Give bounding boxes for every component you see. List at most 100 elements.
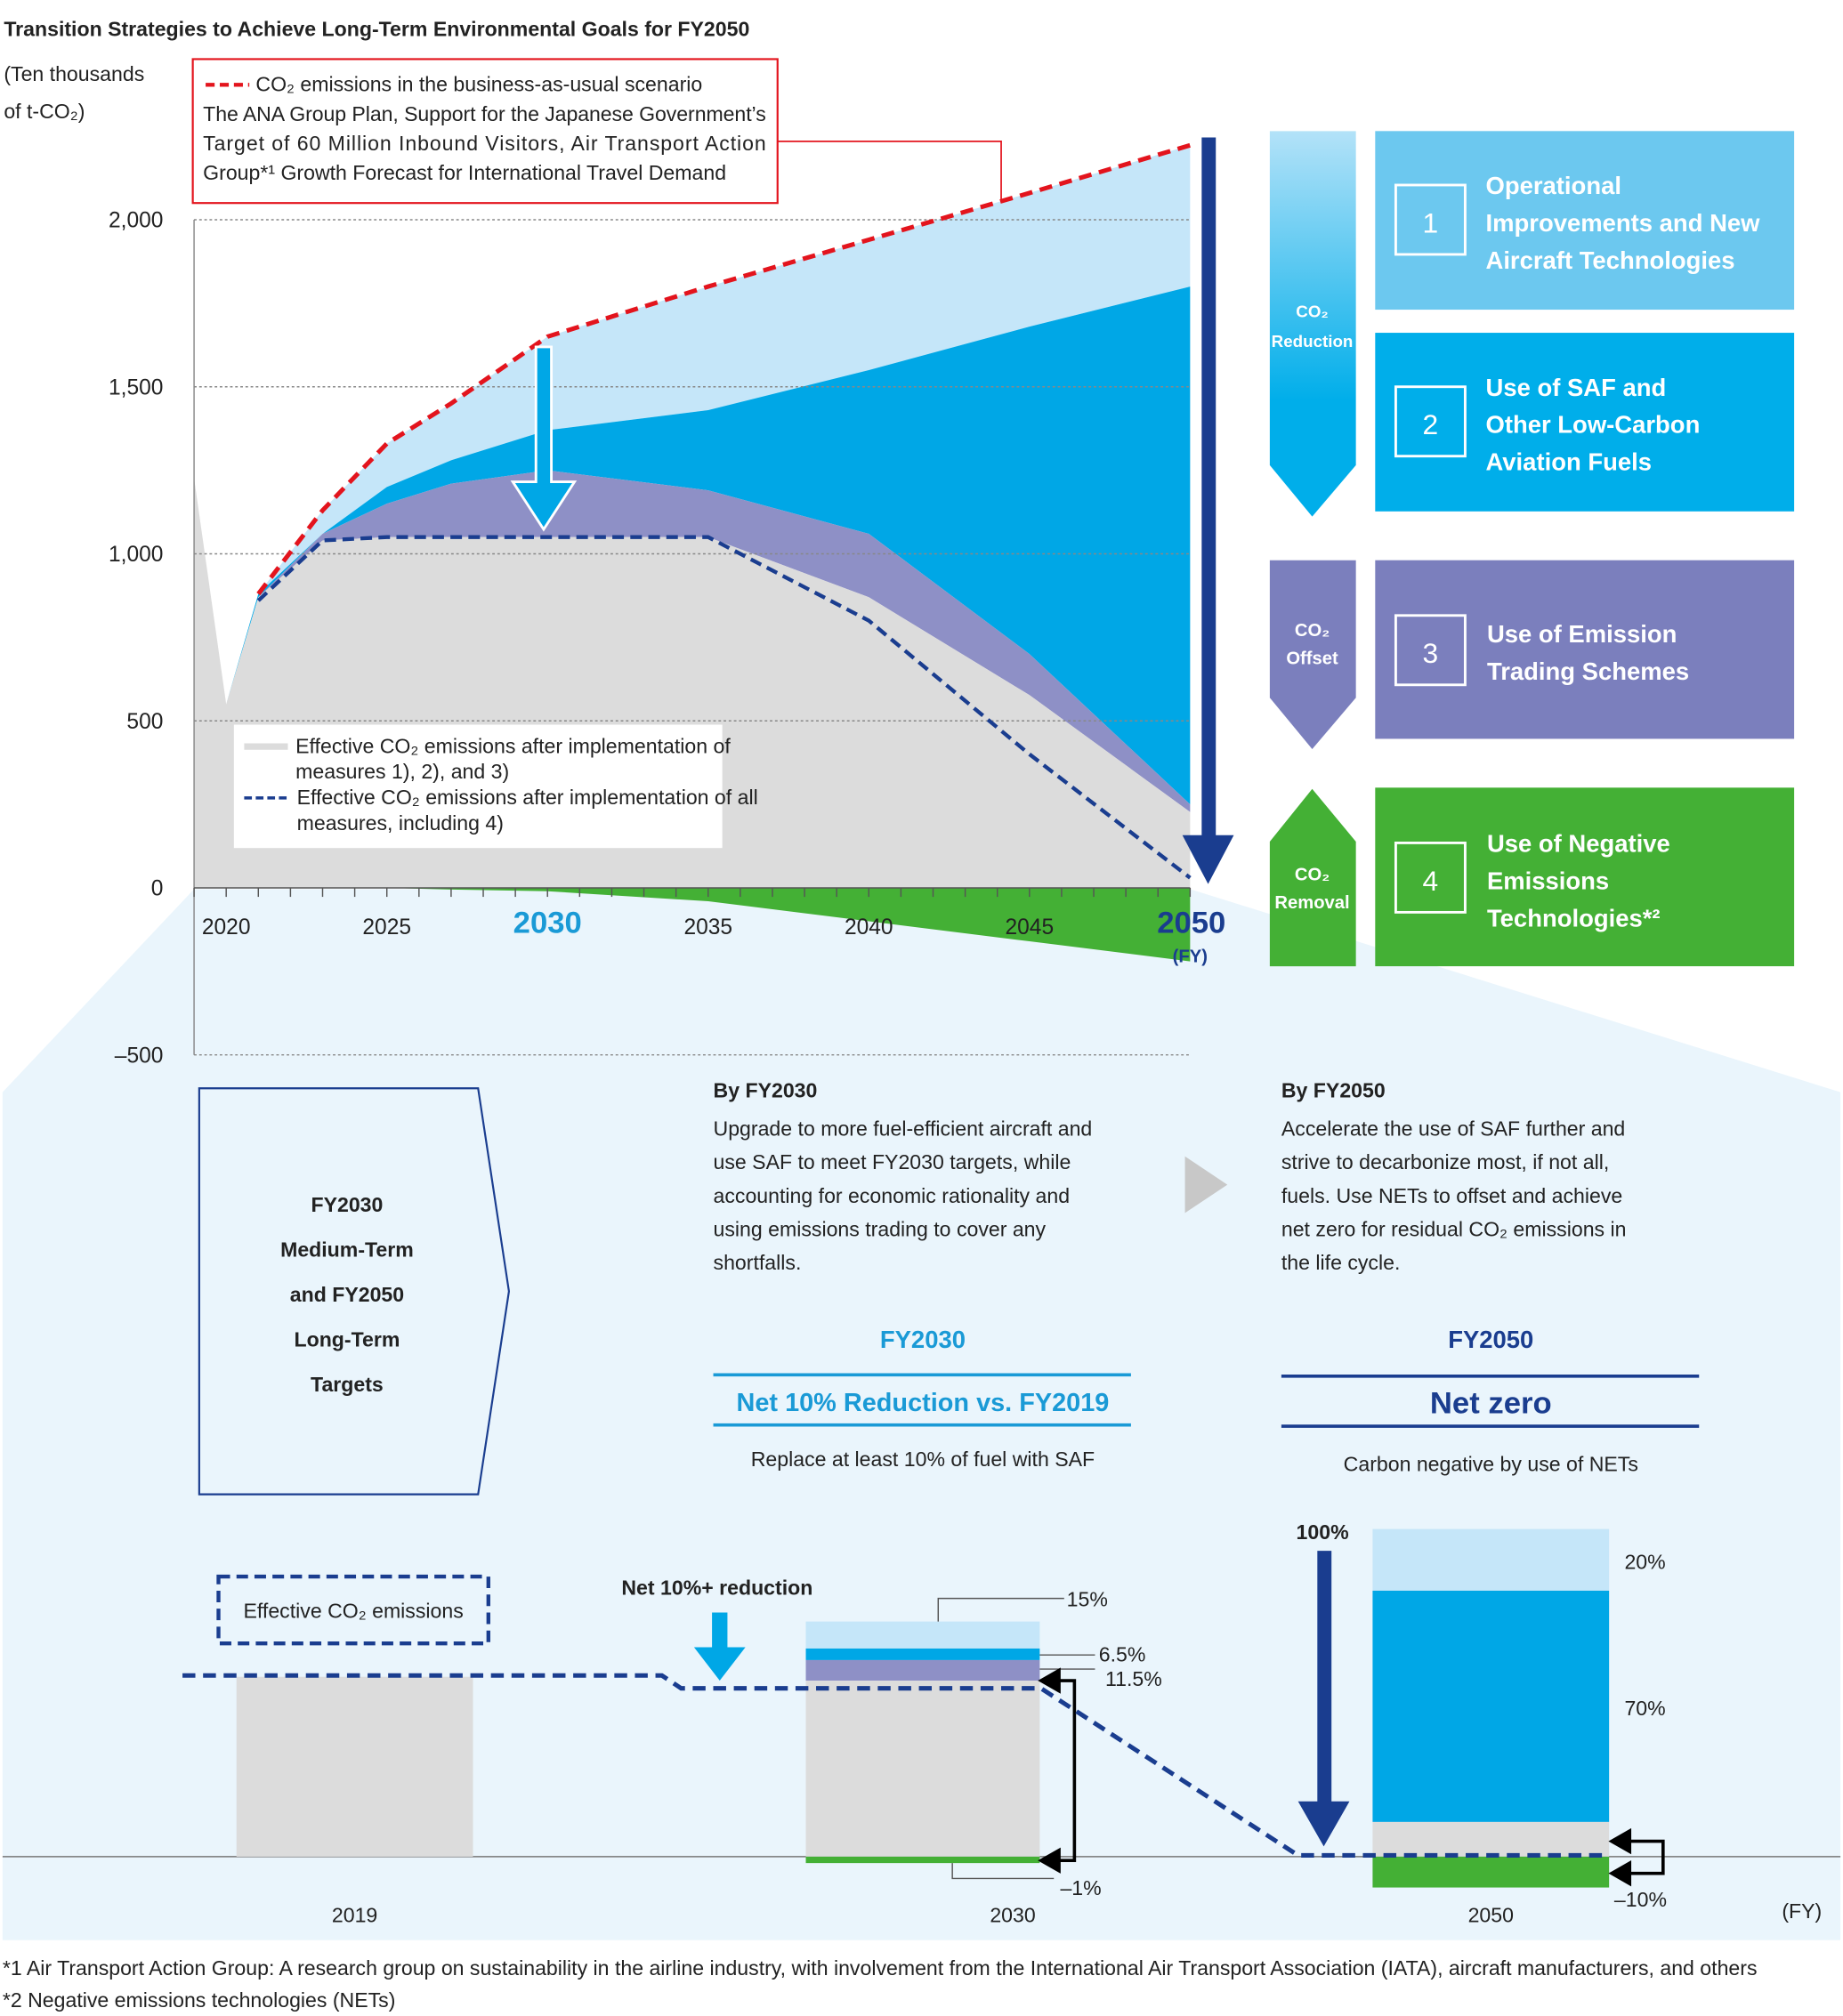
- bau-gap-area: [194, 145, 1191, 705]
- net-reduction-arrow-icon: [693, 1612, 746, 1681]
- leader: [937, 1597, 1064, 1622]
- chart-legend: [233, 724, 723, 849]
- legend-gray-label: Effective CO₂ emissions after implementa…: [295, 734, 731, 757]
- targets-box: [198, 1087, 511, 1496]
- effective-all-line: [256, 535, 1192, 880]
- effective-label: Effective CO₂ emissions: [244, 1599, 464, 1622]
- co2-removal-label: Removal: [1274, 893, 1349, 913]
- by2030-text: Upgrade to more fuel-efficient aircraft …: [714, 1117, 1093, 1141]
- fy2030-goal: Net 10% Reduction vs. FY2019: [737, 1389, 1110, 1417]
- bar-2019: [236, 1676, 473, 1857]
- bar2030-net-label: –1%: [1060, 1876, 1101, 1899]
- svg-text:Use of Emission: Use of Emission: [1487, 620, 1677, 648]
- bau-line: [256, 142, 1192, 596]
- by2030-text: shortfalls.: [714, 1251, 802, 1274]
- legend-navy-label: Effective CO₂ emissions after implementa…: [297, 786, 758, 809]
- by2030-text: using emissions trading to cover any: [714, 1217, 1047, 1240]
- targets-line: and FY2050: [290, 1283, 404, 1306]
- bracket-arrow-icon: [1608, 1827, 1665, 1887]
- svg-text:Emissions: Emissions: [1487, 867, 1609, 894]
- bar2030-saf-label: 6.5%: [1099, 1642, 1146, 1665]
- svg-text:Improvements and New: Improvements and New: [1486, 209, 1761, 237]
- svg-text:Use of SAF and: Use of SAF and: [1486, 374, 1667, 401]
- bar2050-light-label: 20%: [1624, 1550, 1665, 1573]
- reduction-2050-arrow-icon: [1182, 137, 1234, 884]
- targets-line: Targets: [311, 1373, 384, 1396]
- reduction-2030-arrow-icon: [510, 345, 578, 532]
- bau-note-line: Group*¹ Growth Forecast for Internationa…: [203, 161, 726, 184]
- bar-fy-unit: (FY): [1782, 1899, 1822, 1923]
- co2-offset-label: Offset: [1286, 649, 1338, 669]
- svg-text:4: 4: [1423, 865, 1439, 897]
- by2050-text: Accelerate the use of SAF further and: [1281, 1117, 1625, 1141]
- targets-line: Medium-Term: [280, 1238, 414, 1261]
- by2050-text: strive to decarbonize most, if not all,: [1281, 1150, 1609, 1173]
- x-tick-label: 2020: [202, 915, 251, 939]
- svg-text:Aviation Fuels: Aviation Fuels: [1486, 448, 1653, 476]
- effective-label-box: [216, 1574, 490, 1646]
- bar2050-saf-label: 70%: [1624, 1697, 1665, 1720]
- ets-area: [194, 470, 1191, 812]
- saf-area: [194, 286, 1191, 805]
- bar-year-2050: 2050: [1468, 1904, 1514, 1927]
- bau-legend-label: CO₂ emissions in the business-as-usual s…: [255, 73, 702, 96]
- targets-line: FY2030: [311, 1193, 383, 1216]
- bar2050-net-label: –10%: [1614, 1888, 1667, 1911]
- bar2030-light-label: 15%: [1067, 1587, 1108, 1610]
- by2030-text: accounting for economic rationality and: [714, 1184, 1071, 1207]
- fy2050-label: FY2050: [1448, 1326, 1533, 1353]
- by2050-text: the life cycle.: [1281, 1251, 1401, 1274]
- bau-note-line: The ANA Group Plan, Support for the Japa…: [203, 102, 766, 125]
- x-tick-label: 2035: [683, 915, 732, 939]
- strategy-2: 2 Use of SAF and Other Low-Carbon Aviati…: [1375, 333, 1795, 512]
- co2-removal-arrow-icon: [1269, 788, 1356, 967]
- fy2050-goal: Net zero: [1430, 1387, 1552, 1421]
- y-unit-line2: of t-CO₂): [4, 100, 85, 123]
- x-tick-label: 2030: [513, 907, 582, 940]
- targets-line: Long-Term: [294, 1328, 400, 1351]
- svg-text:Operational: Operational: [1486, 172, 1621, 199]
- y-tick-label: 1,500: [109, 375, 163, 399]
- co2-offset-arrow-icon: [1269, 560, 1356, 749]
- total-reduction-arrow-icon: [1297, 1551, 1350, 1847]
- svg-text:1: 1: [1423, 206, 1439, 238]
- co2-offset-label: CO₂: [1295, 621, 1330, 641]
- by2030-text: use SAF to meet FY2030 targets, while: [714, 1150, 1071, 1173]
- svg-text:Aircraft Technologies: Aircraft Technologies: [1486, 246, 1735, 274]
- svg-text:Other Low-Carbon: Other Low-Carbon: [1486, 411, 1701, 439]
- co2-reduction-label: CO₂: [1296, 302, 1329, 321]
- bar-year-2019: 2019: [332, 1904, 377, 1927]
- strategy-4: 4 Use of Negative Emissions Technologies…: [1375, 787, 1795, 967]
- x-unit-label: (FY): [1173, 948, 1208, 967]
- y-tick-label: 1,000: [109, 543, 163, 567]
- svg-text:Trading Schemes: Trading Schemes: [1487, 657, 1689, 685]
- by2030-heading: By FY2030: [714, 1078, 818, 1101]
- fy2030-label: FY2030: [880, 1326, 966, 1353]
- by2050-text: net zero for residual CO₂ emissions in: [1281, 1217, 1627, 1240]
- bar-year-2030: 2030: [990, 1904, 1035, 1927]
- y-tick-label: 2,000: [109, 209, 163, 233]
- strategy-3: 3 Use of Emission Trading Schemes: [1375, 560, 1795, 739]
- x-tick-label: 2040: [845, 915, 893, 939]
- effective-emissions-dashed-line: [182, 1673, 1610, 1858]
- bar2050-total-label: 100%: [1297, 1520, 1349, 1544]
- y-unit-line1: (Ten thousands: [4, 62, 144, 85]
- legend-gray-label: measures 1), 2), and 3): [295, 760, 509, 783]
- x-tick-label: 2045: [1006, 915, 1055, 939]
- strategy-1: 1 Operational Improvements and New Aircr…: [1375, 131, 1795, 310]
- bar-2050: [1372, 1528, 1610, 1888]
- y-tick-label: 0: [151, 877, 164, 901]
- footnote-1: *1 Air Transport Action Group: A researc…: [3, 1956, 1758, 1980]
- fy2050-sub: Carbon negative by use of NETs: [1344, 1453, 1638, 1476]
- by2050-heading: By FY2050: [1281, 1078, 1386, 1101]
- bracket-arrow-icon: [1038, 1667, 1077, 1874]
- bau-note-box: [191, 58, 779, 205]
- by2050-text: fuels. Use NETs to offset and achieve: [1281, 1184, 1622, 1207]
- footnote-2: *2 Negative emissions technologies (NETs…: [3, 1988, 396, 2012]
- x-tick-label: 2050: [1157, 907, 1225, 940]
- svg-text:3: 3: [1423, 637, 1439, 669]
- bau-note-line: Target of 60 Million Inbound Visitors, A…: [203, 132, 766, 155]
- net-reduction-label: Net 10%+ reduction: [621, 1576, 812, 1599]
- co2-removal-label: CO₂: [1295, 865, 1330, 884]
